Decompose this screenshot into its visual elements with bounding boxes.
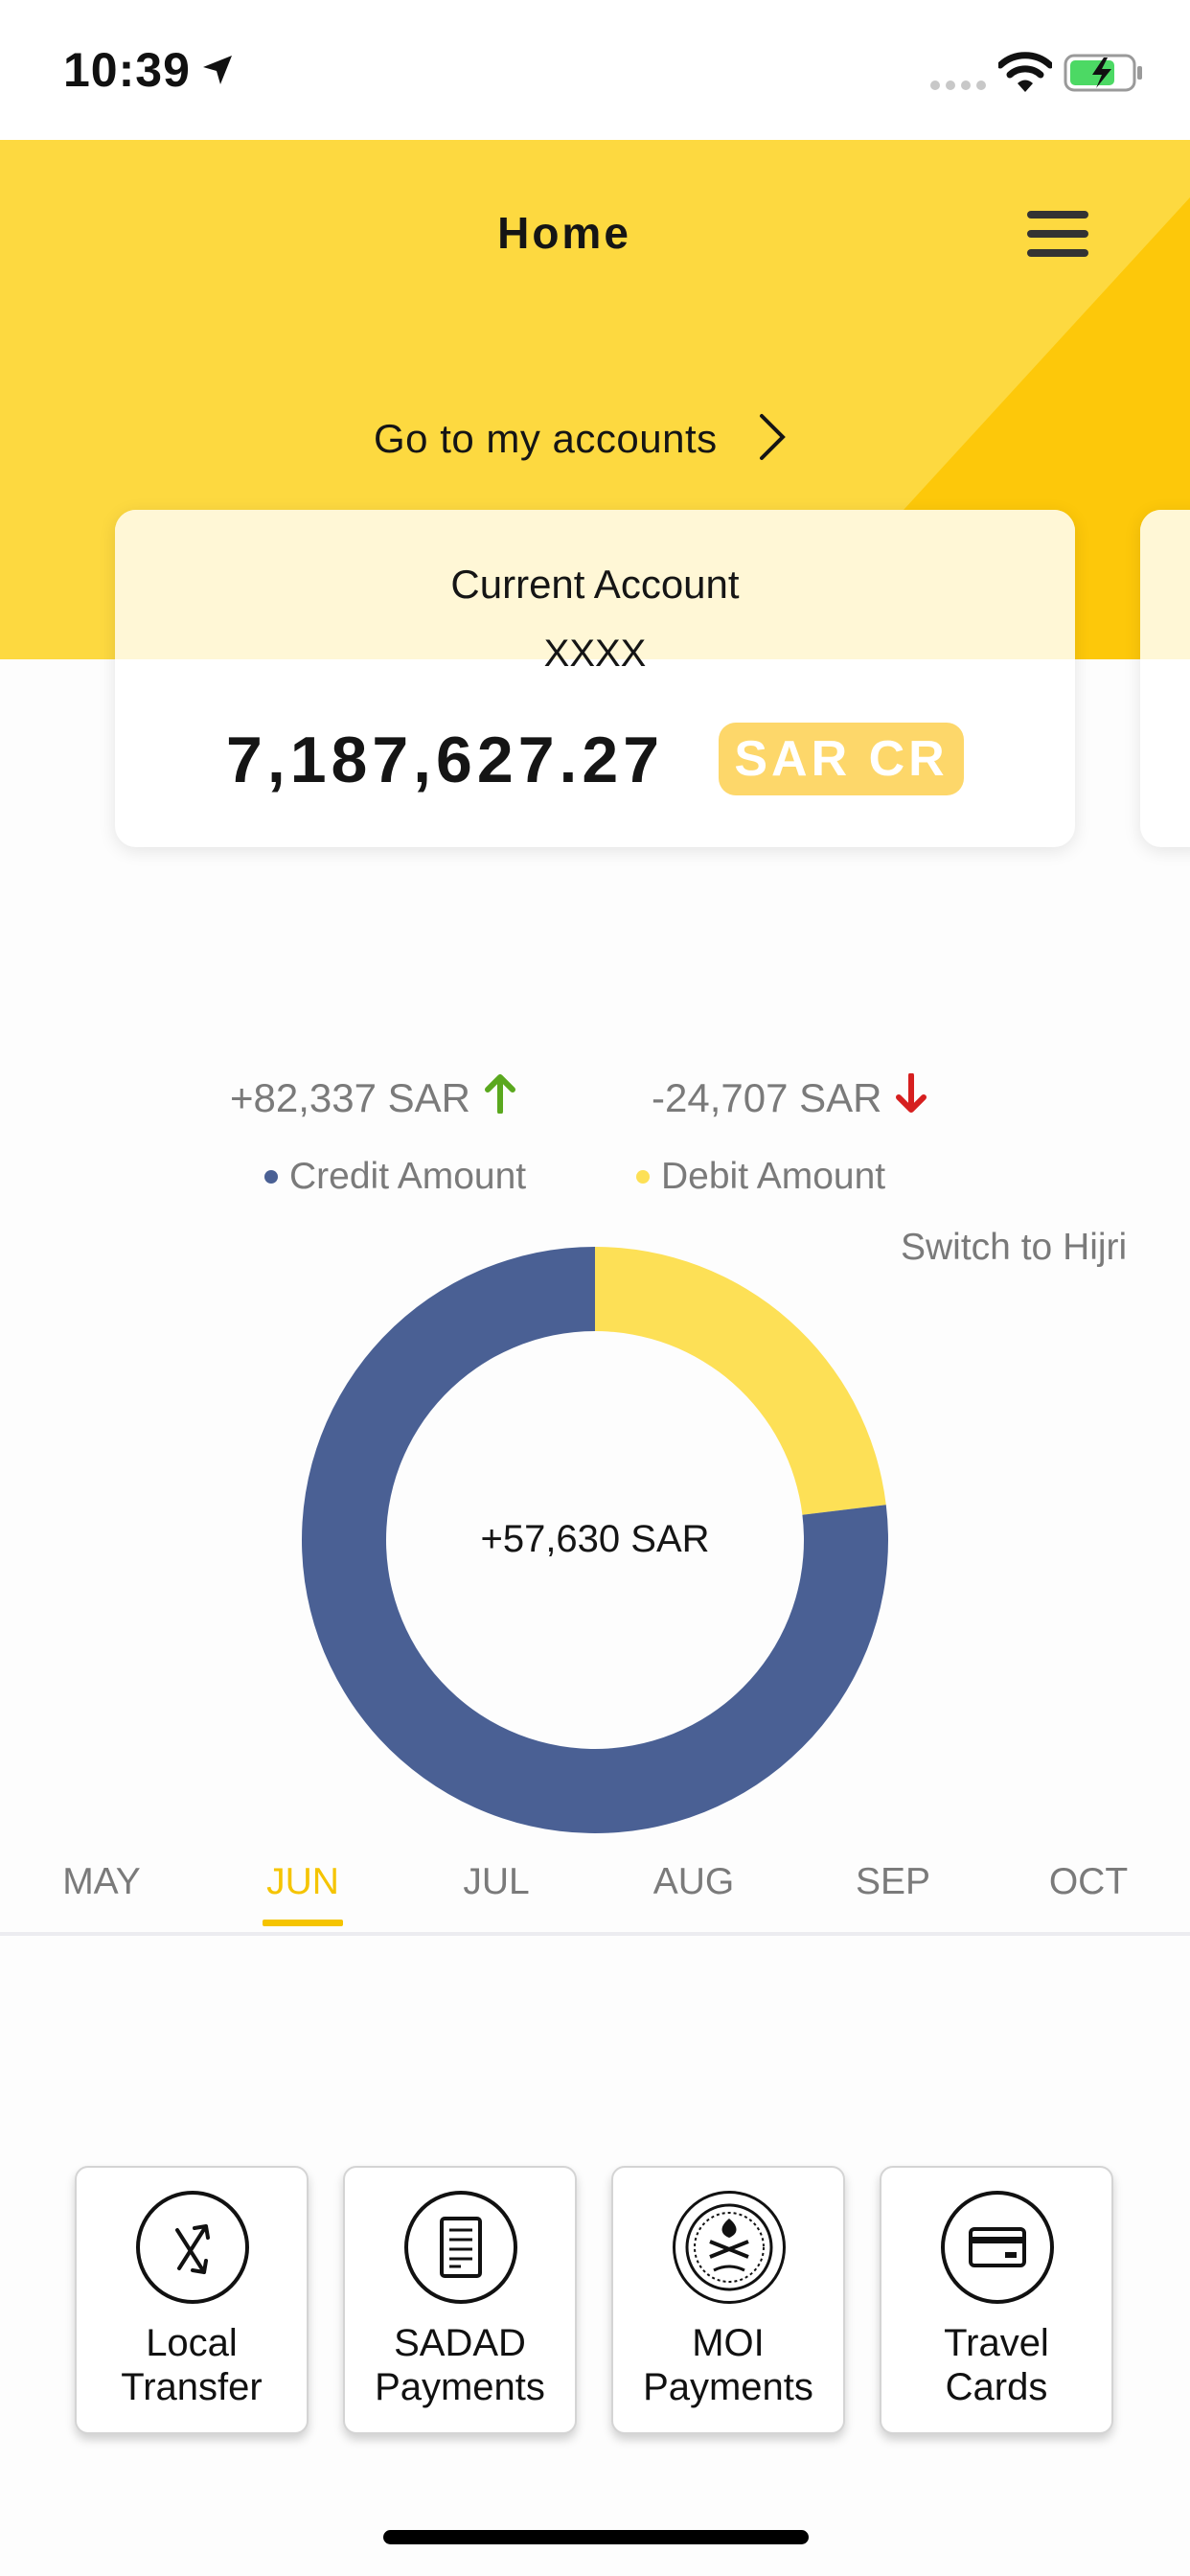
hamburger-menu-icon[interactable] <box>1023 205 1092 263</box>
next-account-card[interactable] <box>1140 510 1190 847</box>
status-bar: 10:39 <box>0 0 1190 140</box>
tab-aug[interactable]: AUG <box>652 1861 735 1902</box>
account-number: XXXX <box>543 632 647 675</box>
local-transfer-button[interactable]: Local Transfer <box>75 2166 309 2434</box>
tile-label: MOI Payments <box>643 2322 813 2408</box>
bill-receipt-icon <box>404 2191 517 2304</box>
credit-total-value: +82,337 SAR <box>230 1075 471 1120</box>
moi-emblem-icon <box>673 2191 786 2304</box>
legend-credit-label: Credit Amount <box>289 1156 527 1197</box>
travel-cards-button[interactable]: Travel Cards <box>880 2166 1113 2434</box>
go-to-accounts-link[interactable]: Go to my accounts <box>374 408 787 470</box>
legend-credit: Credit Amount <box>264 1156 526 1198</box>
tab-jun[interactable]: JUN <box>217 1855 389 1932</box>
transfer-arrows-icon <box>136 2191 249 2304</box>
page-title: Home <box>497 208 631 258</box>
credit-card-icon <box>941 2191 1054 2304</box>
tile-label: Travel Cards <box>944 2322 1049 2408</box>
tab-jul[interactable]: JUL <box>463 1861 530 1902</box>
legend-debit: Debit Amount <box>636 1156 885 1198</box>
wifi-icon <box>996 52 1054 98</box>
arrow-down-icon <box>895 1072 927 1123</box>
debit-total-value: -24,707 SAR <box>652 1075 882 1120</box>
donut-slice-debit-amount <box>595 1247 886 1515</box>
account-balance: 7,187,627.27 <box>226 724 665 796</box>
status-time: 10:39 <box>63 43 191 97</box>
tab-may[interactable]: MAY <box>62 1861 141 1902</box>
credit-debit-donut-chart <box>302 1247 888 1833</box>
sadad-payments-button[interactable]: SADAD Payments <box>343 2166 577 2434</box>
legend-dot-credit <box>264 1170 278 1184</box>
arrow-up-icon <box>484 1073 516 1123</box>
tile-label: Local Transfer <box>121 2322 263 2408</box>
donut-center-label: +57,630 SAR <box>480 1518 710 1560</box>
credit-total: +82,337 SAR <box>230 1073 516 1123</box>
currency-badge: SAR CR <box>719 723 964 795</box>
card-header-tint <box>115 510 1075 659</box>
home-indicator[interactable] <box>383 2530 809 2544</box>
signal-icon <box>929 77 987 95</box>
location-arrow-icon <box>201 54 234 90</box>
tab-sep[interactable]: SEP <box>855 1861 931 1902</box>
switch-to-hijri-button[interactable]: Switch to Hijri <box>901 1227 1128 1268</box>
card-header-tint <box>1140 510 1190 659</box>
chevron-right-icon <box>758 412 787 466</box>
tab-oct[interactable]: OCT <box>1048 1861 1129 1902</box>
legend-dot-debit <box>636 1170 650 1184</box>
legend-debit-label: Debit Amount <box>661 1156 886 1197</box>
moi-payments-button[interactable]: MOI Payments <box>611 2166 845 2434</box>
account-card[interactable]: Current Account XXXX 7,187,627.27 SAR CR <box>115 510 1075 847</box>
month-tabs: MAY JUN JUL AUG SEP OCT <box>0 1855 1190 1936</box>
battery-charging-icon <box>1064 54 1144 96</box>
go-to-accounts-label: Go to my accounts <box>374 416 718 461</box>
debit-total: -24,707 SAR <box>652 1072 927 1123</box>
tile-label: SADAD Payments <box>375 2322 545 2408</box>
account-name: Current Account <box>450 562 740 607</box>
